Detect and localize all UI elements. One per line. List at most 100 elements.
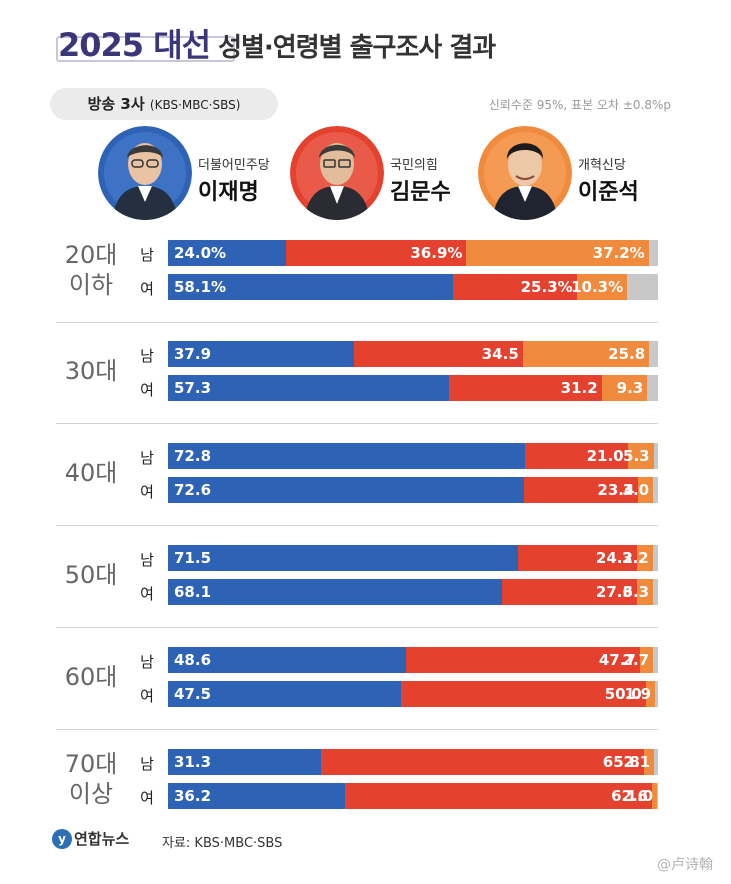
group-divider [56, 423, 658, 424]
bar-segment [168, 545, 519, 571]
age-group-label-line1: 20대 [64, 241, 118, 269]
age-group-label-line1: 70대 [64, 750, 118, 778]
data-label: 9.3 [616, 379, 644, 397]
bar-row: 24.0% 36.9% 37.2% [168, 240, 658, 266]
bar-segment [168, 783, 346, 809]
bar-segment [168, 477, 524, 503]
sex-label: 남 [140, 653, 154, 671]
data-label: 36.2 [174, 787, 212, 805]
data-label: 3.0 [622, 481, 650, 499]
bar-segment [627, 443, 654, 469]
bar-segment [168, 375, 449, 401]
bar-segment [168, 749, 322, 775]
bar-segment [636, 545, 653, 571]
data-label: 24.2 [595, 549, 633, 567]
data-label: 2.7 [622, 651, 650, 669]
bar-row: 57.3 31.2 9.3 [168, 375, 658, 401]
sex-label: 여 [140, 381, 154, 399]
data-label: 71.5 [174, 549, 212, 567]
bar-segment [345, 783, 653, 809]
candidate-name-label: 김문수 [390, 180, 451, 205]
age-group-label-line1: 40대 [64, 459, 118, 487]
sex-label: 남 [140, 755, 154, 773]
data-label: 25.3% [520, 278, 573, 296]
candidate-photo-icon [98, 126, 192, 220]
bar-segment [636, 579, 654, 605]
data-label: 23.4 [597, 481, 635, 499]
candidate-party-label: 더불어민주당 [198, 158, 270, 173]
bar-row: 36.2 62.6 1.0 [168, 783, 658, 809]
data-label: 34.5 [481, 345, 519, 363]
data-label: 3.2 [622, 549, 649, 567]
data-label: 27.6 [595, 583, 633, 601]
sex-label: 남 [140, 246, 154, 264]
data-label: 3.3 [622, 583, 650, 601]
bar-row: 47.5 50.0 1.9 [168, 681, 658, 707]
age-group-label: 20대 이하 [56, 240, 126, 300]
age-group-label: 30대 [56, 356, 126, 386]
broadcaster-pill-sub: (KBS·MBC·SBS) [149, 98, 241, 112]
confidence-note: 신뢰수준 95%, 표본 오차 ±0.8%p [488, 98, 671, 112]
title-highlight-box [56, 36, 235, 62]
bar-segment [168, 240, 286, 266]
bar-segment [448, 375, 602, 401]
yonhap-logo: y 연합뉴스 [52, 828, 129, 852]
bar-segment [576, 274, 628, 300]
bar-segment [168, 274, 453, 300]
data-label: 50.0 [604, 685, 642, 703]
age-group-label-line1: 60대 [64, 663, 118, 691]
bar-segment [400, 681, 646, 707]
data-label: 10.3% [571, 278, 624, 296]
bar-segment [645, 681, 656, 707]
data-label: 47.7 [598, 651, 636, 669]
group-divider [56, 729, 658, 730]
data-label: 58.1% [174, 278, 227, 296]
group-divider [56, 525, 658, 526]
sex-label: 여 [140, 483, 154, 501]
bar-segment [168, 443, 525, 469]
bar-segment [601, 375, 648, 401]
candidate-party-label: 개혁신당 [578, 158, 626, 173]
bar-segment [321, 749, 644, 775]
bar-segment [452, 274, 577, 300]
data-label: 24.0% [174, 244, 227, 262]
group-divider [56, 627, 658, 628]
data-label: 25.8 [608, 345, 646, 363]
data-label: 65.8 [602, 753, 640, 771]
data-label: 21.0 [586, 447, 624, 465]
data-label: 37.2% [592, 244, 645, 262]
candidate-party-label: 국민의힘 [390, 158, 438, 173]
bar-row: 72.8 21.0 5.3 [168, 443, 658, 469]
age-group-label-line2: 이하 [68, 271, 114, 299]
age-group-label: 70대 이상 [56, 749, 126, 809]
bar-segment [639, 647, 654, 673]
bar-segment [501, 579, 637, 605]
data-label: 5.3 [623, 447, 650, 465]
age-group-label-line1: 30대 [64, 357, 118, 385]
bar-segment [643, 749, 655, 775]
data-label: 68.1 [174, 583, 212, 601]
bar-segment [466, 240, 649, 266]
data-label: 36.9% [410, 244, 463, 262]
bar-segment [524, 443, 628, 469]
bar-segment [168, 579, 502, 605]
candidate-name-label: 이재명 [198, 180, 259, 205]
group-divider [56, 322, 658, 323]
bar-segment [638, 477, 654, 503]
data-label: 1.9 [624, 685, 652, 703]
bar-segment [652, 783, 657, 809]
bar-segment [518, 545, 637, 571]
bar-row: 71.5 24.2 3.2 [168, 545, 658, 571]
bar-segment [168, 341, 354, 367]
bar-segment [168, 681, 401, 707]
data-label: 57.3 [174, 379, 212, 397]
logo-text: 연합뉴스 [74, 830, 130, 848]
age-group-label: 40대 [56, 458, 126, 488]
data-label: 47.5 [174, 685, 212, 703]
age-group-label: 50대 [56, 560, 126, 590]
bar-row: 48.6 47.7 2.7 [168, 647, 658, 673]
title-subtitle: 성별·연령별 출구조사 결과 [218, 33, 496, 63]
sex-label: 여 [140, 280, 154, 298]
bar-segment [522, 341, 650, 367]
bar-segment [168, 647, 407, 673]
